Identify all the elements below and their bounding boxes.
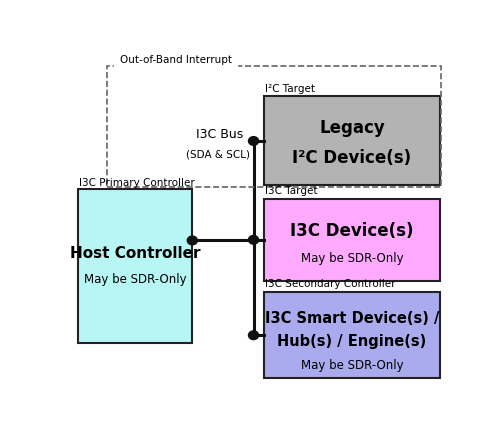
FancyBboxPatch shape xyxy=(264,293,440,378)
Circle shape xyxy=(188,237,198,245)
Text: I3C Bus: I3C Bus xyxy=(196,128,243,141)
Text: May be SDR-Only: May be SDR-Only xyxy=(84,273,186,286)
FancyBboxPatch shape xyxy=(264,199,440,281)
FancyBboxPatch shape xyxy=(78,189,192,343)
Text: May be SDR-Only: May be SDR-Only xyxy=(300,251,404,264)
Text: Legacy: Legacy xyxy=(319,118,385,136)
Text: I²C Device(s): I²C Device(s) xyxy=(292,148,412,166)
Circle shape xyxy=(248,331,258,340)
Text: I3C Smart Device(s) /: I3C Smart Device(s) / xyxy=(265,310,439,325)
Text: Hub(s) / Engine(s): Hub(s) / Engine(s) xyxy=(278,334,426,349)
Circle shape xyxy=(248,236,258,245)
Text: Host Controller: Host Controller xyxy=(70,245,200,260)
Text: (SDA & SCL): (SDA & SCL) xyxy=(186,149,250,159)
Text: I3C Primary Controller: I3C Primary Controller xyxy=(79,178,194,187)
Text: May be SDR-Only: May be SDR-Only xyxy=(300,358,404,371)
Text: I3C Secondary Controller: I3C Secondary Controller xyxy=(265,279,396,289)
FancyBboxPatch shape xyxy=(264,97,440,186)
Text: I²C Target: I²C Target xyxy=(265,84,315,94)
Circle shape xyxy=(248,137,258,146)
Text: Out-of-Band Interrupt: Out-of-Band Interrupt xyxy=(120,55,232,65)
Text: I3C Target: I3C Target xyxy=(265,185,318,195)
Text: I3C Device(s): I3C Device(s) xyxy=(290,222,414,240)
